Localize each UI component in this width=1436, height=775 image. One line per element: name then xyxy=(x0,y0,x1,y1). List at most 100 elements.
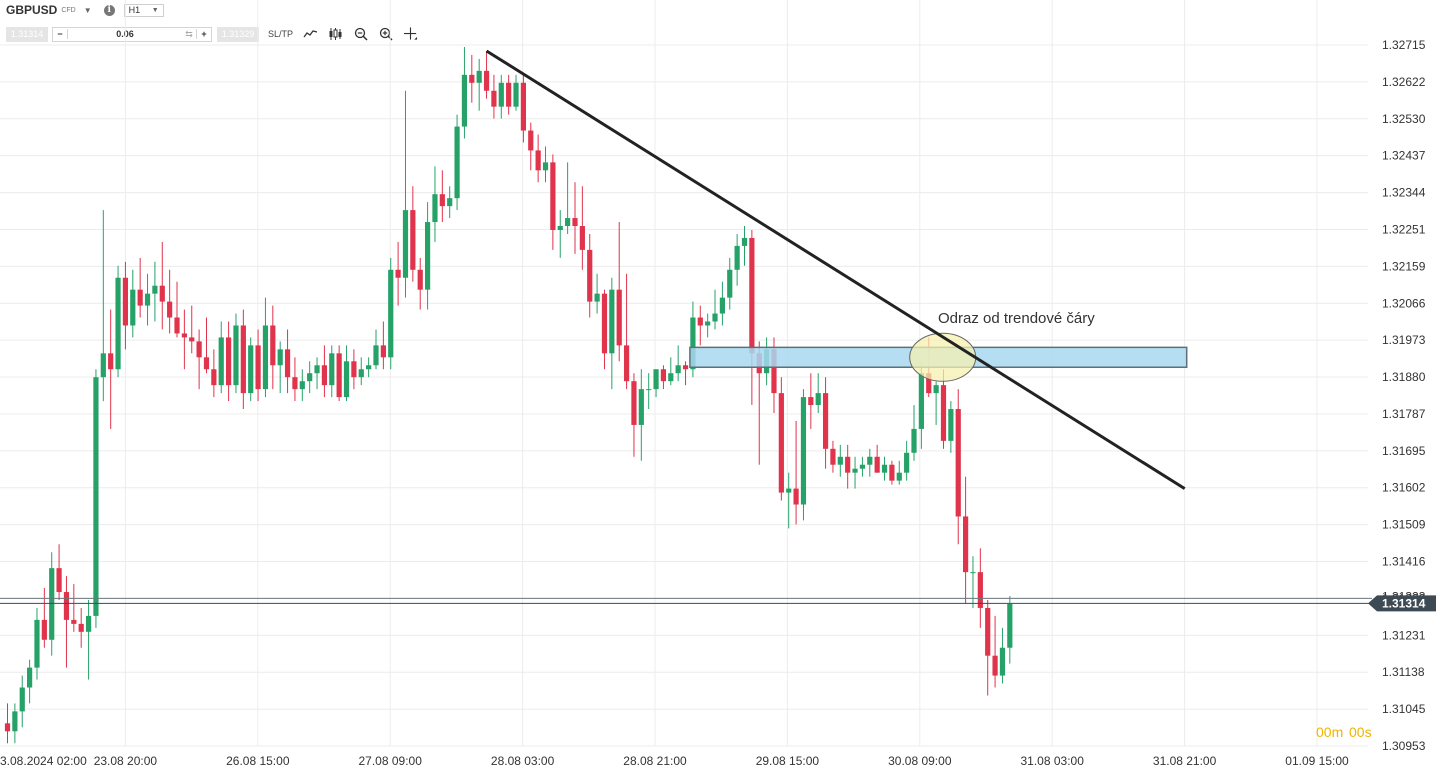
y-tick-label: 1.32251 xyxy=(1382,222,1426,236)
candle-body xyxy=(255,345,261,390)
candle-body xyxy=(211,369,217,386)
x-tick-label: 3.08.2024 02:00 xyxy=(0,754,87,768)
candle-body xyxy=(144,293,151,306)
candle-body xyxy=(623,345,630,382)
candle-body xyxy=(402,210,409,278)
x-tick-label: 29.08 15:00 xyxy=(756,754,820,768)
candle-body xyxy=(616,289,622,346)
candle-body xyxy=(741,237,748,246)
candle-body xyxy=(34,619,40,668)
timeframe-value: H1 xyxy=(128,5,141,15)
minus-icon[interactable]: − xyxy=(53,29,68,39)
candle-body xyxy=(454,126,460,199)
candle-body xyxy=(852,468,858,473)
candle-body xyxy=(447,198,453,207)
x-tick-label: 01.09 15:00 xyxy=(1285,754,1349,768)
candle-body xyxy=(351,361,357,378)
candle-body xyxy=(933,385,939,394)
sltp-button[interactable]: SL/TP xyxy=(268,29,294,39)
candle-body xyxy=(926,373,932,394)
candlestick-series xyxy=(4,46,1013,744)
candle-body xyxy=(167,301,173,318)
buy-price-button[interactable]: 1.31329 xyxy=(217,26,259,42)
candle-body xyxy=(940,385,947,441)
countdown-seconds: 00s xyxy=(1349,724,1372,740)
candle-body xyxy=(963,516,969,573)
candle-body xyxy=(859,464,866,469)
candle-body xyxy=(889,464,895,481)
candle-body xyxy=(977,572,983,608)
instrument-bar: GBPUSD CFD ▼ i H1 ▼ xyxy=(0,0,560,20)
chart-grid xyxy=(0,0,1368,747)
candle-body xyxy=(682,365,689,370)
candles-icon[interactable] xyxy=(328,27,343,42)
candle-body xyxy=(476,70,482,83)
candle-body xyxy=(594,293,600,302)
candle-body xyxy=(4,723,11,732)
candle-body xyxy=(358,369,364,378)
candle-body xyxy=(78,623,84,632)
candle-body xyxy=(93,377,99,616)
y-tick-label: 1.31880 xyxy=(1382,370,1426,384)
dropdown-caret-icon[interactable]: ▼ xyxy=(83,5,92,15)
candle-body xyxy=(800,397,807,505)
candle-body xyxy=(189,337,195,342)
candle-body xyxy=(565,218,571,227)
candle-body xyxy=(867,456,873,465)
timeframe-select[interactable]: H1 ▼ xyxy=(123,3,164,17)
zoom-out-icon[interactable] xyxy=(353,27,368,42)
candle-body xyxy=(535,150,541,171)
y-tick-label: 1.32715 xyxy=(1382,38,1426,52)
candle-body xyxy=(668,373,674,382)
trendline[interactable] xyxy=(485,49,1186,490)
candle-body xyxy=(469,74,475,83)
candle-body xyxy=(911,428,917,453)
symbol-label[interactable]: GBPUSD xyxy=(6,3,58,17)
line-chart-icon[interactable] xyxy=(303,27,318,42)
candle-body xyxy=(557,226,563,230)
candle-body xyxy=(520,82,526,131)
swap-icon[interactable]: ⇆ xyxy=(185,28,193,39)
x-tick-label: 26.08 15:00 xyxy=(226,754,290,768)
y-tick-label: 1.32622 xyxy=(1382,75,1426,89)
zoom-in-icon[interactable] xyxy=(378,27,393,42)
sell-price-button[interactable]: 1.31314 xyxy=(6,26,48,42)
candle-body xyxy=(513,82,519,107)
crosshair-icon[interactable] xyxy=(403,27,418,42)
candle-body xyxy=(719,297,725,314)
candle-body xyxy=(601,293,608,354)
candle-body xyxy=(174,317,180,334)
candle-body xyxy=(270,325,276,366)
candle-body xyxy=(108,353,114,370)
candle-body xyxy=(85,615,92,632)
candle-body xyxy=(388,269,394,358)
y-tick-label: 1.32530 xyxy=(1382,112,1426,126)
candle-body xyxy=(262,325,269,390)
countdown-minutes: 00m xyxy=(1316,724,1343,740)
candle-body xyxy=(793,488,799,505)
candle-body xyxy=(203,357,210,370)
candle-body xyxy=(874,456,880,473)
y-tick-label: 1.31602 xyxy=(1382,481,1426,495)
candle-body xyxy=(321,365,328,386)
bounce-ellipse xyxy=(909,332,977,382)
candle-body xyxy=(56,568,62,593)
plus-icon[interactable]: + xyxy=(196,29,211,39)
candle-body xyxy=(970,572,976,574)
x-tick-label: 30.08 09:00 xyxy=(888,754,952,768)
info-icon[interactable]: i xyxy=(103,4,115,16)
candle-body xyxy=(771,349,777,394)
candle-body xyxy=(424,222,431,290)
candle-body xyxy=(808,397,814,406)
candle-body xyxy=(100,353,106,378)
candle-body xyxy=(697,317,703,326)
y-tick-label: 1.30953 xyxy=(1382,739,1426,753)
candle-body xyxy=(653,369,659,390)
candle-body xyxy=(904,452,910,473)
y-tick-label: 1.32066 xyxy=(1382,296,1426,310)
candle-body xyxy=(646,389,652,391)
candle-body xyxy=(122,277,129,326)
candle-body xyxy=(609,289,615,354)
candle-body xyxy=(63,592,70,620)
